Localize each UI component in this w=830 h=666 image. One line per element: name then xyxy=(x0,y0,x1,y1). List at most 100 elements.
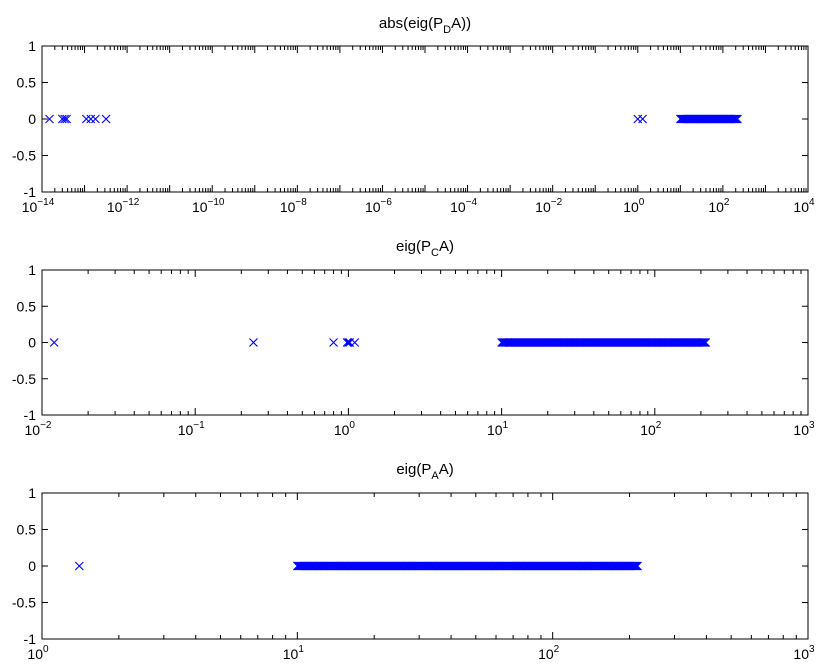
data-point-dense xyxy=(698,338,708,347)
x-tick-exponent: −14 xyxy=(37,197,54,208)
x-tick-exponent: 2 xyxy=(724,197,730,208)
title-text: A)) xyxy=(451,15,471,32)
x-tick-label: 100 xyxy=(334,420,356,438)
data-point xyxy=(638,114,648,124)
x-tick-base: 10 xyxy=(192,199,208,215)
x-tick-base: 10 xyxy=(334,422,350,438)
title-text: eig(P xyxy=(396,461,431,478)
x-tick-label: 102 xyxy=(538,644,560,662)
y-tick-label: 1 xyxy=(28,485,36,501)
x-tick-exponent: 4 xyxy=(809,197,815,208)
data-point xyxy=(344,338,353,347)
subplot-1: abs(eig(PDA))10.50-0.5-110−14 10−12 10−10 1… xyxy=(12,15,815,215)
x-tick-exponent: 1 xyxy=(298,644,304,655)
data-point xyxy=(62,114,72,124)
data-point-dense xyxy=(733,114,742,124)
subplot-title: abs(eig(PDA)) xyxy=(379,15,471,36)
x-tick-exponent: 2 xyxy=(656,420,662,431)
x-tick-base: 10 xyxy=(27,646,43,662)
x-tick-exponent: 0 xyxy=(639,197,645,208)
x-tick-label: 101 xyxy=(283,644,305,662)
x-tick-label: 10−2 xyxy=(535,197,562,215)
y-tick-label: 0.5 xyxy=(17,298,37,314)
x-tick-base: 10 xyxy=(25,422,41,438)
x-tick-base: 10 xyxy=(535,199,551,215)
x-tick-exponent: 2 xyxy=(554,644,560,655)
data-point xyxy=(329,338,338,347)
data-point-dense xyxy=(631,561,641,571)
x-tick-label: 103 xyxy=(793,420,815,438)
x-tick-label: 10−2 xyxy=(25,420,52,438)
data-point xyxy=(342,338,352,347)
title-subscript: A xyxy=(431,470,439,482)
data-point-dense xyxy=(633,561,642,571)
x-tick-base: 10 xyxy=(487,422,503,438)
x-tick-base: 10 xyxy=(538,646,554,662)
x-tick-exponent: −2 xyxy=(40,420,52,431)
data-point xyxy=(57,114,67,124)
x-tick-label: 10−6 xyxy=(365,197,392,215)
data-point-dense xyxy=(630,561,640,571)
x-tick-label: 10−1 xyxy=(178,420,205,438)
x-tick-label: 10−4 xyxy=(450,197,477,215)
x-tick-exponent: −12 xyxy=(122,197,139,208)
data-point xyxy=(101,114,111,124)
data-point-dense xyxy=(699,338,709,347)
y-tick-label: 1 xyxy=(28,38,36,54)
y-tick-label: 0 xyxy=(28,335,36,351)
x-tick-exponent: 3 xyxy=(809,420,815,431)
x-tick-label: 100 xyxy=(27,644,49,662)
x-tick-label: 102 xyxy=(640,420,662,438)
x-tick-base: 10 xyxy=(22,199,38,215)
title-subscript: C xyxy=(431,247,439,259)
x-tick-base: 10 xyxy=(793,646,809,662)
title-text: abs(eig(P xyxy=(379,15,443,32)
y-tick-label: -1 xyxy=(24,184,37,200)
x-tick-base: 10 xyxy=(708,199,724,215)
data-point-dense xyxy=(629,561,639,571)
x-tick-base: 10 xyxy=(283,646,299,662)
x-tick-exponent: 0 xyxy=(349,420,355,431)
title-text: A) xyxy=(439,238,454,255)
y-tick-label: -0.5 xyxy=(12,595,36,611)
x-tick-base: 10 xyxy=(793,422,809,438)
y-tick-label: 0.5 xyxy=(17,75,37,91)
x-tick-base: 10 xyxy=(450,199,466,215)
data-point xyxy=(249,338,258,347)
x-tick-label: 10−12 xyxy=(107,197,140,215)
y-tick-label: -0.5 xyxy=(12,148,36,164)
x-tick-exponent: −10 xyxy=(208,197,225,208)
x-tick-exponent: −1 xyxy=(193,420,205,431)
data-point xyxy=(350,338,360,347)
y-tick-label: -1 xyxy=(24,631,37,647)
x-tick-label: 103 xyxy=(793,644,815,662)
y-tick-label: 0 xyxy=(28,111,36,127)
x-tick-label: 101 xyxy=(487,420,509,438)
x-tick-base: 10 xyxy=(365,199,381,215)
x-tick-label: 10−10 xyxy=(192,197,225,215)
y-tick-label: 0 xyxy=(28,558,36,574)
x-tick-label: 10−14 xyxy=(22,197,55,215)
x-tick-label: 100 xyxy=(623,197,645,215)
x-tick-exponent: −2 xyxy=(551,197,563,208)
x-tick-exponent: −6 xyxy=(381,197,393,208)
data-point xyxy=(45,114,54,124)
title-text: eig(P xyxy=(396,238,431,255)
data-point xyxy=(91,114,100,124)
x-tick-base: 10 xyxy=(280,199,296,215)
x-tick-base: 10 xyxy=(623,199,639,215)
data-point-dense xyxy=(697,338,707,347)
x-tick-exponent: 1 xyxy=(503,420,509,431)
y-tick-label: -0.5 xyxy=(12,371,36,387)
data-point-dense xyxy=(728,114,738,124)
title-text: A) xyxy=(439,461,454,478)
data-point-dense xyxy=(729,114,739,124)
data-point xyxy=(60,114,70,124)
data-point-dense xyxy=(701,338,711,347)
x-tick-exponent: 3 xyxy=(809,644,815,655)
subplot-title: eig(PAA) xyxy=(396,461,453,482)
x-tick-exponent: −8 xyxy=(295,197,307,208)
data-point xyxy=(81,114,91,124)
